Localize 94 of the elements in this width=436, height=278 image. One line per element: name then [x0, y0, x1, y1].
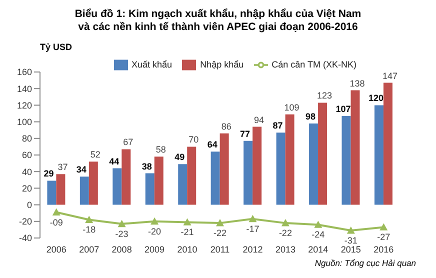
bar — [122, 149, 131, 205]
data-label: -17 — [246, 224, 260, 234]
y-tick-label: 40 — [22, 166, 32, 177]
bar — [220, 133, 229, 205]
point — [380, 223, 388, 230]
y-tick-label: -40 — [18, 233, 32, 244]
bar — [318, 102, 328, 205]
data-label: 86 — [221, 121, 232, 132]
data-label: 123 — [317, 90, 332, 101]
point — [248, 214, 257, 222]
data-label: 64 — [207, 140, 218, 150]
bar — [285, 114, 294, 205]
data-label: -24 — [312, 230, 325, 240]
point — [150, 217, 159, 225]
point — [85, 216, 94, 223]
bar — [350, 90, 360, 205]
data-label: 29 — [44, 168, 54, 179]
bar — [187, 146, 196, 205]
text: Nguồn: Tổng cục Hải quan — [314, 258, 416, 268]
point — [281, 219, 290, 226]
x-tick-label: 2012 — [242, 244, 263, 254]
x-tick-label: 2010 — [177, 244, 198, 254]
data-label: 49 — [174, 152, 185, 162]
bar — [80, 176, 89, 205]
bar — [47, 180, 56, 205]
data-label: 87 — [272, 120, 283, 131]
point — [118, 220, 126, 228]
data-label: 58 — [156, 144, 166, 155]
y-tick-label: 60 — [22, 150, 32, 160]
point — [314, 220, 322, 228]
y-tick-label: -20 — [18, 216, 32, 227]
bar — [383, 82, 392, 205]
y-tick-label: 120 — [16, 100, 32, 110]
x-tick-label: 2009 — [144, 244, 165, 254]
bar — [56, 174, 66, 205]
bar — [154, 156, 164, 205]
y-tick-label: 20 — [22, 183, 32, 194]
point — [52, 208, 60, 216]
data-label: 98 — [306, 111, 316, 122]
y-tick-label: 160 — [16, 67, 32, 78]
data-label: -20 — [148, 226, 162, 236]
bar — [210, 152, 220, 205]
x-tick-label: 2015 — [340, 244, 361, 254]
x-tick-label: 2014 — [308, 244, 328, 254]
data-label: -22 — [278, 228, 292, 238]
data-label: -18 — [82, 224, 96, 235]
legend-label: Xuất khẩu — [132, 59, 172, 70]
data-label: -21 — [180, 227, 194, 238]
point — [216, 219, 224, 226]
y-axis-title: Tỷ USD — [40, 42, 72, 52]
point — [183, 218, 192, 226]
data-label: 70 — [188, 134, 199, 145]
data-label: 107 — [336, 104, 351, 114]
y-tick-label: 0 — [26, 200, 32, 210]
bar — [244, 140, 253, 205]
x-tick-label: 2008 — [112, 244, 132, 254]
y-tick-label: 140 — [16, 84, 32, 94]
bar — [88, 162, 98, 205]
x-tick-label: 2016 — [374, 244, 394, 254]
x-tick-label: 2013 — [275, 244, 296, 254]
y-tick-label: 100 — [16, 116, 32, 127]
bar — [145, 173, 154, 205]
data-label: 38 — [142, 161, 152, 172]
x-tick-label: 2011 — [210, 244, 230, 254]
data-label: 77 — [240, 128, 250, 139]
bar — [178, 164, 188, 205]
data-label: -22 — [213, 228, 227, 238]
x-tick-label: 2007 — [79, 244, 100, 254]
legend-label: Cán cân TM (XK-NK) — [272, 59, 356, 70]
data-label: 109 — [284, 102, 300, 112]
data-label: 147 — [382, 70, 398, 81]
bar — [112, 168, 122, 205]
data-label: -23 — [115, 228, 128, 239]
data-label: -31 — [344, 236, 358, 246]
data-label: 34 — [76, 164, 86, 175]
point — [346, 226, 355, 234]
legend-label: Nhập khẩu — [200, 59, 244, 70]
x-tick-label: 2006 — [46, 244, 66, 254]
data-label: 37 — [58, 162, 68, 172]
bar — [276, 132, 286, 205]
bar — [374, 105, 384, 205]
data-label: 94 — [254, 114, 264, 125]
data-label: 138 — [350, 78, 365, 88]
data-label: -09 — [50, 217, 63, 228]
bar — [252, 126, 262, 205]
bar — [342, 116, 351, 205]
data-label: -27 — [377, 232, 390, 242]
chart-title: Biểu đồ 1: Kim ngạch xuất khẩu, nhập khẩu của Việt Nam và các nền kinh tế thành viên APEC giai đoạn 2006-2016 — [74, 7, 362, 34]
data-label: 67 — [123, 137, 134, 148]
data-label: 120 — [368, 93, 384, 104]
bar — [309, 123, 318, 205]
data-label: 52 — [90, 150, 100, 160]
y-tick-label: 80 — [22, 134, 32, 144]
data-label: 44 — [109, 156, 120, 166]
